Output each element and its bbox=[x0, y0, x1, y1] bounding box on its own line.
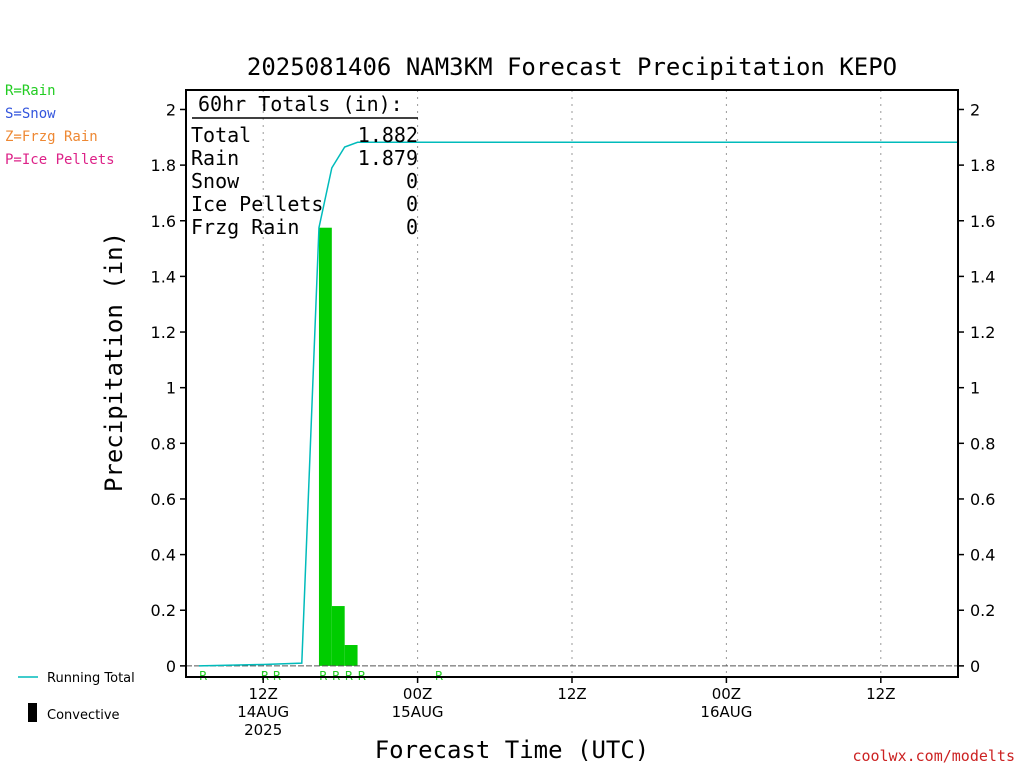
chart-title: 2025081406 NAM3KM Forecast Precipitation… bbox=[247, 53, 897, 81]
y-tick-label-left: 1.4 bbox=[151, 267, 176, 286]
x-tick-label: 00Z bbox=[403, 685, 432, 703]
y-axis-label: Precipitation (in) bbox=[100, 232, 128, 492]
totals-row-label: Frzg Rain bbox=[191, 215, 299, 239]
y-tick-label-left: 1.2 bbox=[151, 323, 176, 342]
x-tick-label: 15AUG bbox=[392, 703, 444, 721]
y-tick-label-right: 0.6 bbox=[970, 490, 995, 509]
totals-row-label: Total bbox=[191, 123, 251, 147]
y-tick-label-left: 0.8 bbox=[151, 434, 176, 453]
totals-row-value: 1.882 bbox=[358, 123, 418, 147]
totals-row-value: 0 bbox=[406, 215, 418, 239]
y-tick-label-left: 0.4 bbox=[151, 546, 176, 565]
x-tick-label: 00Z bbox=[712, 685, 741, 703]
y-tick-label-left: 1.6 bbox=[151, 212, 176, 231]
running-total-series bbox=[198, 141, 958, 667]
precip-type-legend: R=Rain S=Snow Z=Frzg Rain P=Ice Pellets bbox=[5, 83, 115, 168]
y-axis-left-ticks: 0 0.2 0.4 0.6 0.8 1 1.2 1.4 1.6 1.8 2 bbox=[151, 100, 186, 676]
precip-type-legend-item: S=Snow bbox=[5, 106, 56, 122]
totals-row-value: 1.879 bbox=[358, 146, 418, 170]
y-tick-label-left: 0 bbox=[166, 657, 176, 676]
totals-header: 60hr Totals (in): bbox=[198, 92, 403, 116]
precip-bar bbox=[344, 645, 358, 666]
y-tick-label-left: 0.6 bbox=[151, 490, 176, 509]
y-tick-label-right: 1.6 bbox=[970, 212, 995, 231]
convective-legend-swatch bbox=[28, 703, 37, 722]
bottom-legend: Running Total Convective bbox=[18, 671, 135, 723]
x-tick-label: 2025 bbox=[244, 721, 282, 739]
y-tick-label-right: 0 bbox=[970, 657, 980, 676]
y-tick-label-left: 2 bbox=[166, 100, 176, 119]
y-tick-label-left: 0.2 bbox=[151, 601, 176, 620]
x-tick-label: 12Z bbox=[866, 685, 895, 703]
x-tick-label: 12Z bbox=[557, 685, 586, 703]
x-tick-label: 14AUG bbox=[237, 703, 289, 721]
y-tick-label-right: 0.4 bbox=[970, 546, 995, 565]
x-tick-label: 16AUG bbox=[700, 703, 752, 721]
y-tick-label-right: 2 bbox=[970, 100, 980, 119]
grid-lines bbox=[262, 90, 882, 677]
y-tick-label-right: 1.8 bbox=[970, 156, 995, 175]
precip-type-legend-item: P=Ice Pellets bbox=[5, 152, 115, 168]
y-tick-label-right: 1 bbox=[970, 379, 980, 398]
y-tick-label-right: 0.2 bbox=[970, 601, 995, 620]
y-tick-label-left: 1 bbox=[166, 379, 176, 398]
totals-row-label: Ice Pellets bbox=[191, 192, 323, 216]
y-tick-label-right: 1.4 bbox=[970, 267, 995, 286]
precip-bar bbox=[331, 606, 345, 666]
y-tick-label-right: 0.8 bbox=[970, 434, 995, 453]
totals-box: 60hr Totals (in): Total 1.882 Rain 1.879 Sno… bbox=[191, 92, 418, 239]
totals-row-value: 0 bbox=[406, 169, 418, 193]
running-total-legend-label: Running Total bbox=[47, 671, 135, 686]
precip-type-legend-item: R=Rain bbox=[5, 83, 56, 99]
y-tick-label-right: 1.2 bbox=[970, 323, 995, 342]
x-axis-label: Forecast Time (UTC) bbox=[375, 736, 650, 764]
precip-bar bbox=[318, 227, 332, 666]
running-total-line bbox=[198, 141, 958, 667]
credit-text: coolwx.com/modelts bbox=[852, 747, 1015, 765]
convective-legend-label: Convective bbox=[47, 708, 120, 723]
totals-row-label: Snow bbox=[191, 169, 240, 193]
precip-type-legend-item: Z=Frzg Rain bbox=[5, 129, 98, 145]
totals-row-value: 0 bbox=[406, 192, 418, 216]
totals-row-label: Rain bbox=[191, 146, 239, 170]
precipitation-bars bbox=[318, 227, 358, 666]
x-tick-label: 12Z bbox=[249, 685, 278, 703]
y-axis-right-ticks: 0 0.2 0.4 0.6 0.8 1 1.2 1.4 1.6 1.8 2 bbox=[958, 100, 995, 676]
y-tick-label-left: 1.8 bbox=[151, 156, 176, 175]
totals-rows: Total 1.882 Rain 1.879 Snow 0 Ice Pellets 0 Frzg… bbox=[191, 123, 418, 239]
